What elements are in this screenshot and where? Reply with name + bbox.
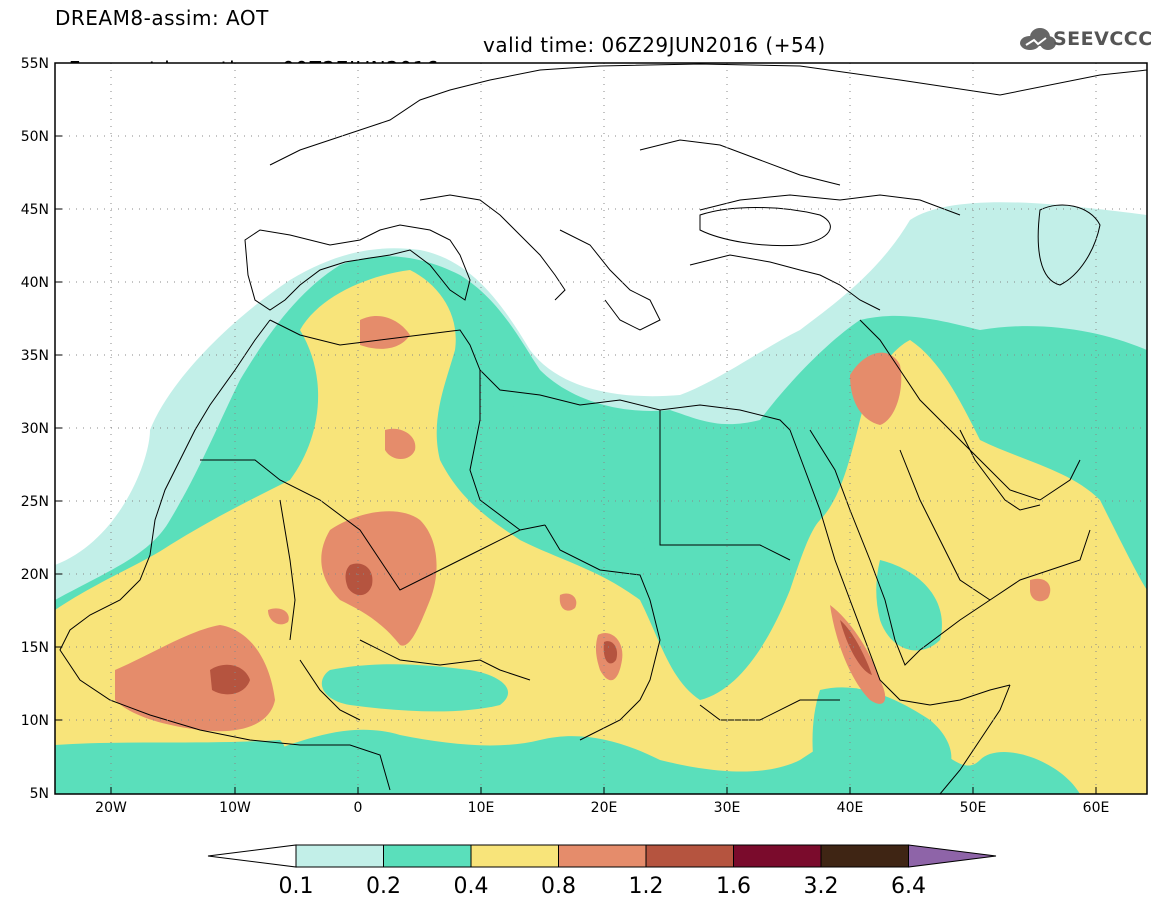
colorbar-label: 0.2 [366, 874, 401, 899]
aot-band-0.2-patch [812, 687, 952, 794]
lat-label: 15N [21, 640, 49, 656]
lon-label: 60E [1083, 800, 1110, 816]
lat-label: 20N [21, 567, 49, 583]
lon-label: 0 [354, 800, 363, 816]
colorbar-high-triangle [908, 844, 997, 868]
colorbar-segment-3.2 [820, 844, 909, 868]
colorbar-segment-0.8 [558, 844, 647, 868]
lat-label: 50N [21, 129, 49, 145]
tick-marks [55, 62, 1097, 794]
cloud-icon [1020, 28, 1056, 50]
aot-band-0.8 [385, 428, 416, 459]
colorbar-label: 0.4 [454, 874, 489, 899]
lon-label: 20E [591, 800, 618, 816]
colorbar [207, 844, 997, 868]
lat-label: 25N [21, 494, 49, 510]
aot-band-1.2 [603, 641, 618, 664]
lon-label: 40E [837, 800, 864, 816]
aot-band-0.2-patch [876, 560, 942, 651]
aot-band-0.2-patch [55, 740, 286, 790]
colorbar-label: 0.1 [279, 874, 314, 899]
valid-time-label: valid time: 06Z29JUN2016 (+54) [483, 33, 826, 57]
lat-label: 30N [21, 421, 49, 437]
lat-label: 55N [21, 56, 49, 72]
colorbar-low-triangle [207, 844, 297, 868]
aot-band-0.8 [321, 511, 437, 646]
lat-label: 10N [21, 713, 49, 729]
aot-band-0.2-patch [640, 500, 724, 650]
lat-label: 45N [21, 202, 49, 218]
lon-label: 10W [219, 800, 251, 816]
lon-label: 30E [714, 800, 741, 816]
colorbar-label: 6.4 [891, 874, 926, 899]
aot-band-0.8 [850, 352, 902, 425]
colorbar-label: 3.2 [804, 874, 839, 899]
lon-label: 20W [95, 800, 127, 816]
colorbar-segment-1.6 [733, 844, 822, 868]
graticule [55, 63, 1147, 794]
lat-label: 5N [30, 786, 49, 802]
aot-band-0.2-patch [321, 664, 509, 712]
map-title: DREAM8-assim: AOT [55, 6, 269, 30]
colorbar-segment-1.2 [645, 844, 734, 868]
lat-label: 35N [21, 348, 49, 364]
lat-label: 40N [21, 275, 49, 291]
colorbar-label: 0.8 [541, 874, 576, 899]
colorbar-label: 1.6 [716, 874, 751, 899]
colorbar-label: 1.2 [629, 874, 664, 899]
colorbar-segment-0.2 [383, 844, 472, 868]
aot-band-0.8 [559, 593, 577, 611]
aot-band-1.2 [840, 620, 872, 675]
lon-label: 50E [960, 800, 987, 816]
aot-band-1.2 [345, 563, 373, 596]
aot-band-0.8 [268, 608, 289, 625]
lon-label: 10E [468, 800, 495, 816]
lat-labels: 55N 50N 45N 40N 35N 30N 25N 20N 15N 10N … [21, 56, 49, 802]
aot-field [55, 63, 1147, 794]
lon-labels: 20W 10W 0 10E 20E 30E 40E 50E 60E [95, 800, 1109, 816]
aot-band-1.2 [210, 664, 250, 695]
colorbar-segment-0.1 [295, 844, 384, 868]
coastlines [59, 63, 1147, 794]
logo-text: SEEVCCC [1053, 28, 1153, 50]
colorbar-segment-0.4 [470, 844, 559, 868]
aot-band-0.8 [1030, 578, 1051, 602]
colorbar-labels: 0.1 0.2 0.4 0.8 1.2 1.6 3.2 6.4 [279, 874, 927, 899]
